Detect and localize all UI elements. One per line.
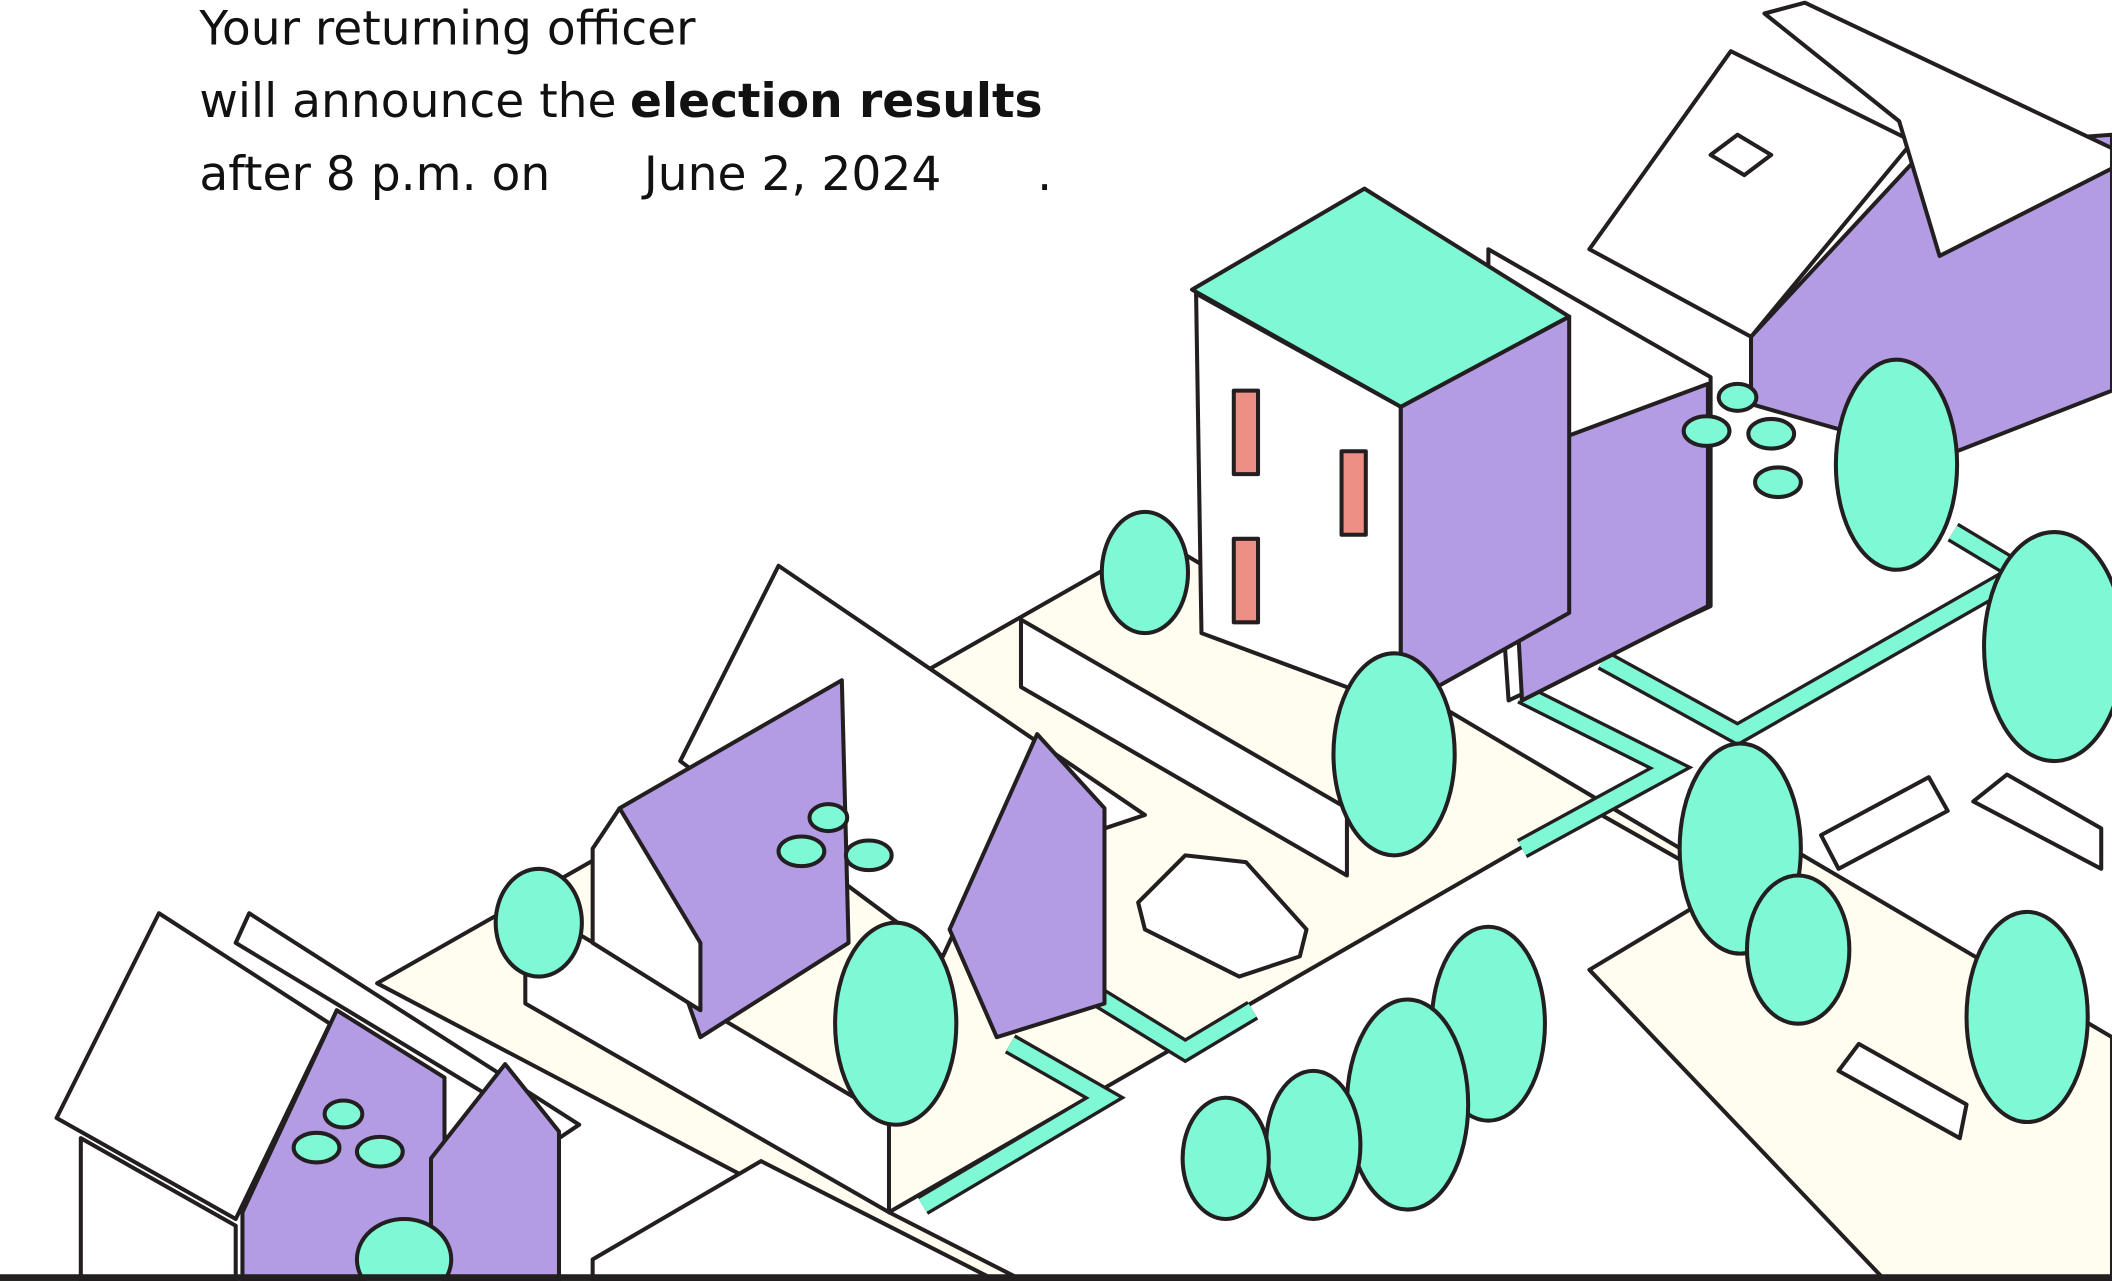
leaf <box>1748 419 1794 449</box>
tree <box>835 923 956 1125</box>
tree <box>1967 912 2088 1122</box>
tree <box>1266 1071 1360 1219</box>
tree <box>1747 876 1849 1024</box>
leaf <box>810 804 848 831</box>
leaf <box>1755 467 1801 497</box>
page: {"message": {"line1": "Your returning of… <box>0 0 2112 1281</box>
tree <box>1984 532 2112 761</box>
leaf <box>357 1137 403 1167</box>
window <box>1234 539 1258 623</box>
tree <box>1836 360 1957 570</box>
bush <box>357 1219 451 1281</box>
bush <box>496 869 582 977</box>
window <box>1342 451 1366 535</box>
leaf <box>1719 384 1757 411</box>
bench <box>1821 777 1948 869</box>
message-line: after 8 p.m. on <box>199 147 550 202</box>
message-emphasis: election results <box>630 74 1043 129</box>
bush <box>1183 1098 1269 1219</box>
results-page: Your returning officer will announce the… <box>0 0 2112 1281</box>
message-line: Your returning officer <box>198 1 696 56</box>
leaf <box>1684 416 1730 446</box>
leaf <box>294 1133 340 1163</box>
leaf <box>779 836 825 866</box>
leaf <box>325 1100 363 1127</box>
tree <box>1347 999 1468 1209</box>
announcement: Your returning officer will announce the… <box>198 1 1052 201</box>
tree <box>1333 653 1454 855</box>
message-punctuation: . <box>1037 147 1052 202</box>
message-text: will announce the <box>199 74 616 129</box>
message-line: will announce the election results <box>199 74 1042 129</box>
leaf <box>846 841 892 871</box>
bottom-edge <box>0 1274 2112 1281</box>
bench <box>1973 775 2101 869</box>
window <box>1234 391 1258 475</box>
result-date: June 2, 2024 <box>641 147 941 202</box>
bush <box>1102 512 1188 633</box>
